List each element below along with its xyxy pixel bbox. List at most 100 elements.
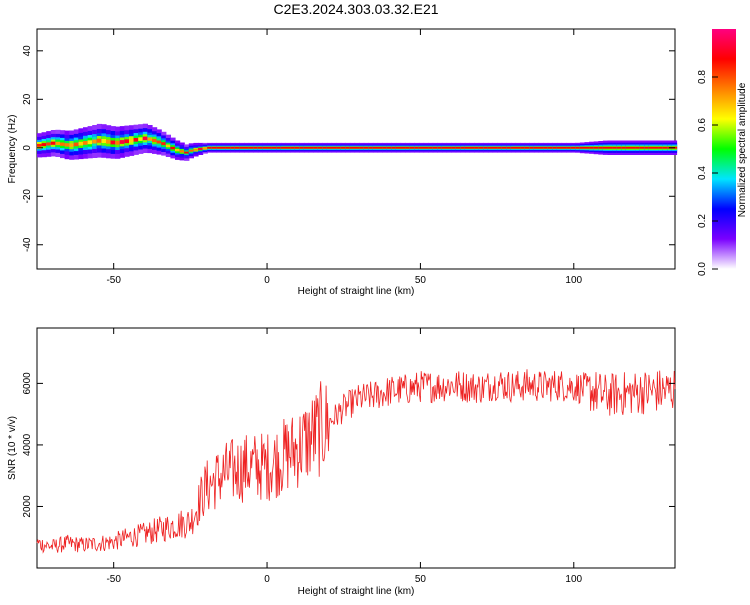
spectrum-cell <box>276 146 282 149</box>
colorbar-tick-label: 0.8 <box>697 70 708 84</box>
spectrum-cell <box>308 146 314 149</box>
x-tick-label: 100 <box>565 275 582 286</box>
spectrum-cell <box>331 146 337 149</box>
spectrum-cell <box>584 146 590 149</box>
spectrogram-image <box>37 123 678 161</box>
spectrum-cell <box>239 146 245 149</box>
spectrum-cell <box>529 146 535 149</box>
spectrum-cell <box>579 146 586 149</box>
y-tick-label: -20 <box>22 189 33 204</box>
x-tick-label: 100 <box>565 574 582 585</box>
spectrogram-panel: -50 0 50 100 -40 -20 0 20 40 Height of straight … <box>7 28 678 297</box>
page-title: C2E3.2024.303.03.32.E21 <box>273 1 438 17</box>
spectrum-cell <box>271 146 277 149</box>
spectrum-cell <box>451 146 457 149</box>
spectrum-cell <box>349 146 356 149</box>
spectrum-cell <box>621 146 627 149</box>
spectrum-cell <box>50 141 56 145</box>
spectrum-cell <box>285 146 291 149</box>
y-tick-label: 20 <box>22 93 33 105</box>
spectrum-cell <box>175 149 181 152</box>
spectrum-cell <box>106 139 112 144</box>
spectrum-cell <box>437 146 443 149</box>
spectrum-cell <box>575 146 581 149</box>
spectrum-cell <box>267 146 273 149</box>
y-tick-label: 40 <box>22 45 33 57</box>
spectrum-cell <box>129 138 135 143</box>
spectrum-cell <box>446 146 452 149</box>
spectrum-cell <box>55 141 61 146</box>
spectrum-cell <box>280 146 287 149</box>
spectrum-cell <box>211 146 217 149</box>
x-tick-label: 0 <box>264 574 270 585</box>
y-tick-label: 2000 <box>22 495 33 518</box>
colorbar-tick-label: 0.0 <box>697 262 708 276</box>
x-tick-label: -50 <box>106 574 121 585</box>
spectrum-cell <box>188 149 194 152</box>
spectrum-cell <box>607 146 613 149</box>
spectrum-cell <box>506 146 512 149</box>
x-tick-label: 0 <box>264 275 270 286</box>
spectrum-cell <box>405 146 411 149</box>
spectrum-cell <box>418 146 425 149</box>
snr-axes: -50 0 50 100 2000 4000 6000 <box>22 328 675 585</box>
spectrum-cell <box>492 146 498 149</box>
y-tick-label: 6000 <box>22 372 33 395</box>
snr-xlabel: Height of straight line (km) <box>298 586 415 597</box>
x-tick-label: 50 <box>415 574 427 585</box>
spectrum-cell <box>253 146 259 149</box>
spectrum-cell <box>60 142 66 146</box>
spectrogram-xlabel: Height of straight line (km) <box>298 286 415 297</box>
snr-series-line <box>36 369 676 554</box>
spectrum-cell <box>202 147 208 150</box>
spectrum-cell <box>377 146 383 149</box>
spectrum-cell <box>368 146 374 149</box>
spectrum-cell <box>198 148 204 150</box>
spectrum-cell <box>515 146 521 149</box>
spectrum-cell <box>510 146 517 149</box>
spectrum-cell <box>382 146 388 149</box>
spectrum-cell <box>474 146 480 149</box>
spectrum-cell <box>37 143 43 147</box>
spectrum-cell <box>566 146 572 149</box>
spectrum-cell <box>616 146 622 149</box>
spectrum-cell <box>520 146 526 149</box>
spectrum-cell <box>552 146 558 149</box>
spectrum-cell <box>432 146 438 149</box>
spectrum-cell <box>464 146 471 149</box>
spectrum-cell <box>170 146 176 150</box>
spectrum-cell <box>501 146 507 149</box>
spectrum-cell <box>653 146 659 149</box>
spectrum-cell <box>216 146 222 149</box>
spectrum-cell <box>487 146 494 149</box>
spectrum-cell <box>303 146 310 149</box>
spectrum-cell <box>524 146 530 149</box>
spectrum-cell <box>156 140 162 144</box>
spectrum-cell <box>386 146 392 149</box>
spectrum-cell <box>625 146 632 149</box>
y-tick-label: 0 <box>22 145 33 151</box>
y-tick-label: 4000 <box>22 433 33 456</box>
spectrum-cell <box>547 146 553 149</box>
spectrum-cell <box>658 146 664 149</box>
spectrum-cell <box>423 146 429 149</box>
spectrum-cell <box>234 146 240 149</box>
spectrum-cell <box>152 138 158 143</box>
spectrum-cell <box>589 146 595 149</box>
spectrum-cell <box>78 141 84 146</box>
spectrum-cell <box>83 141 89 145</box>
spectrum-cell <box>533 146 540 149</box>
spectrum-cell <box>644 146 650 149</box>
y-tick-label: -40 <box>22 237 33 252</box>
spectrum-cell <box>225 146 231 149</box>
colorbar-label: Normalized spectral amplitude <box>737 82 748 217</box>
spectrum-cell <box>455 146 461 149</box>
spectrum-cell <box>345 146 351 149</box>
spectrum-cell <box>64 143 70 147</box>
colorbar-gradient <box>712 29 736 269</box>
colorbar-tick-label: 0.4 <box>697 166 708 180</box>
spectrum-cell <box>248 146 254 149</box>
colorbar-tick-label: 0.6 <box>697 118 708 132</box>
spectrum-cell <box>612 146 618 149</box>
spectrum-cell <box>395 146 402 149</box>
